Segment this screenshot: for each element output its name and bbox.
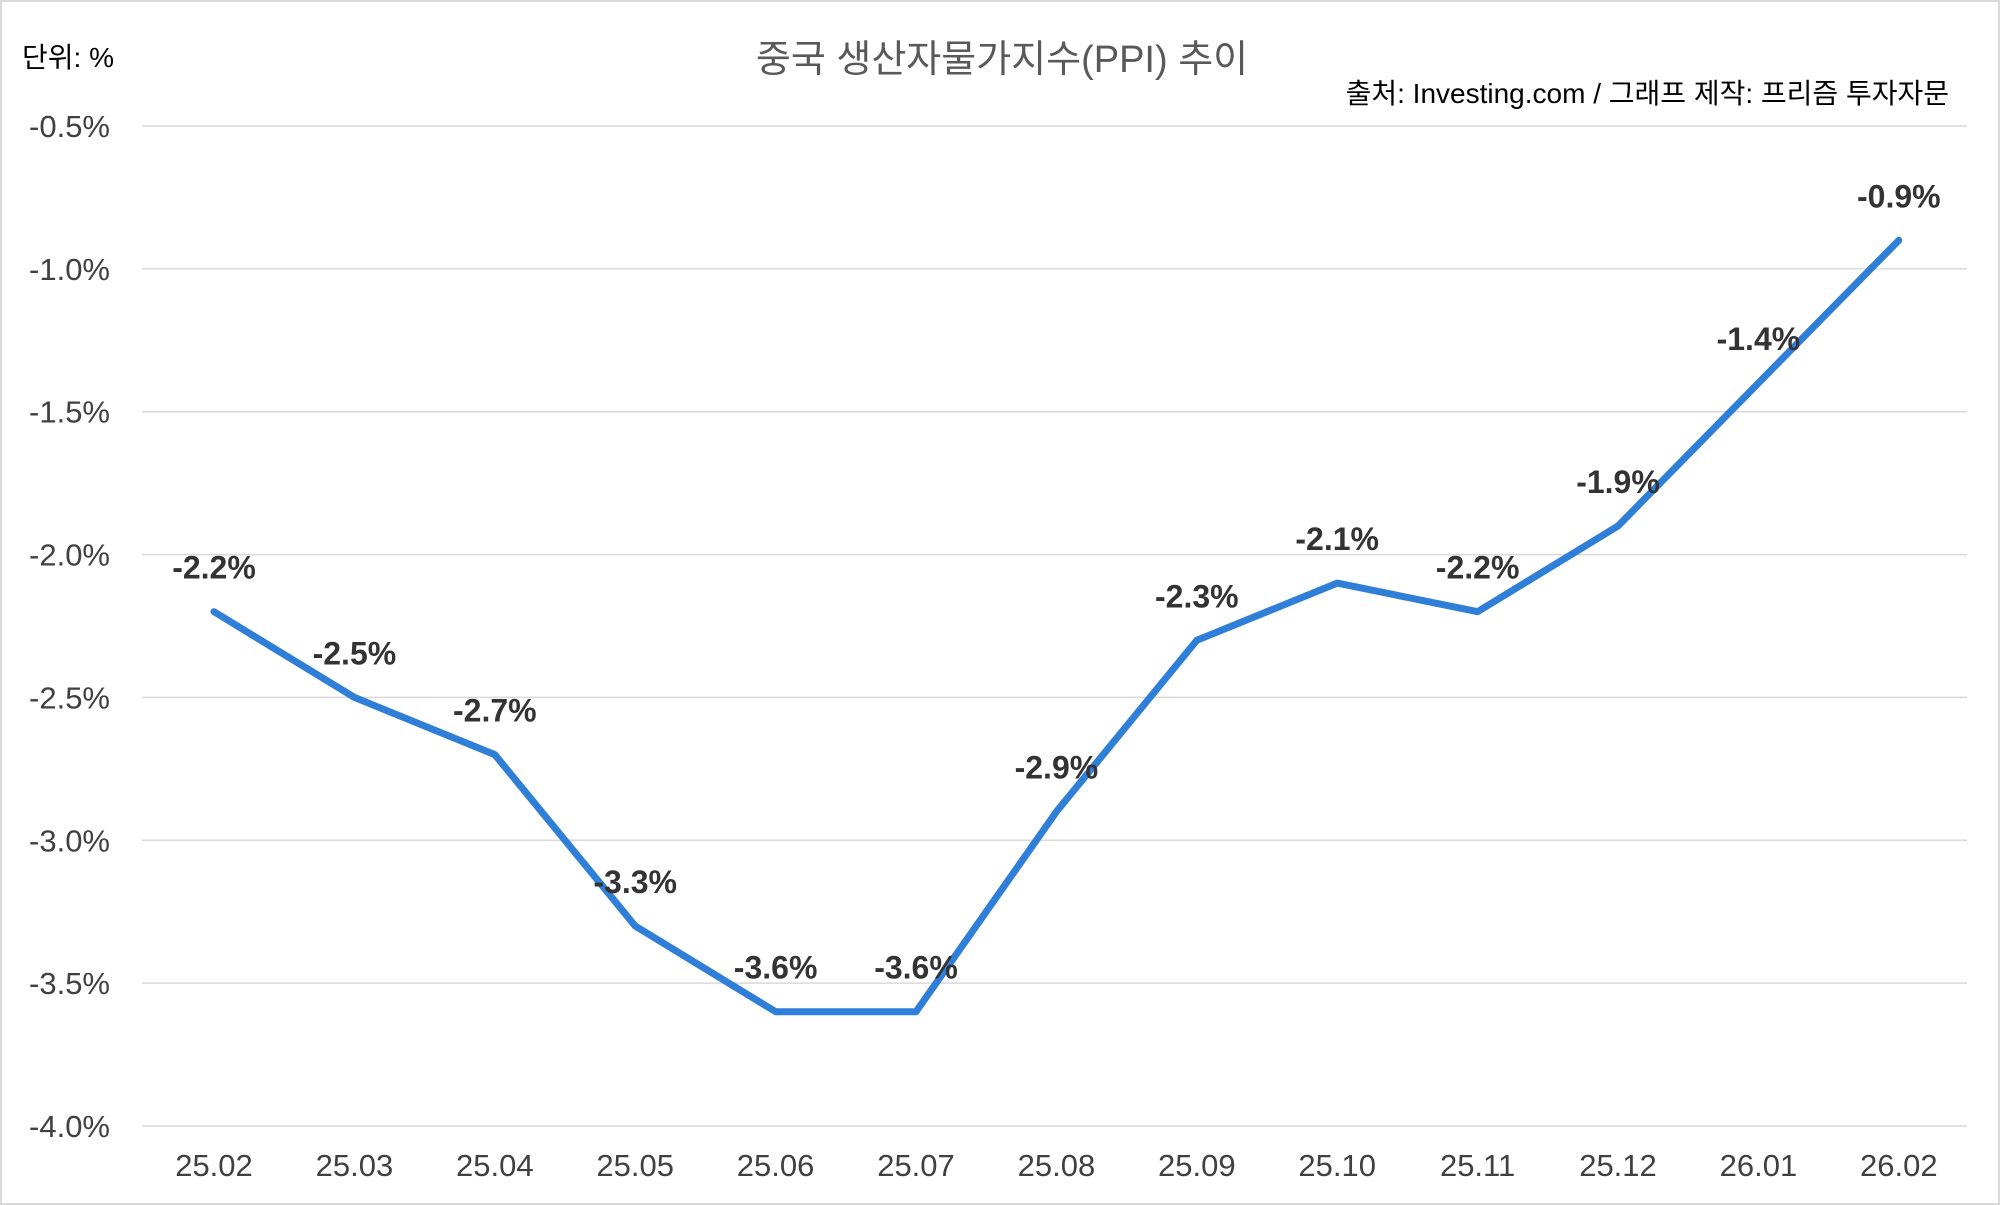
x-tick-label: 25.03 — [316, 1148, 394, 1183]
x-tick-label: 25.11 — [1440, 1148, 1515, 1183]
x-tick-label: 25.07 — [877, 1148, 955, 1183]
data-label: -2.1% — [1295, 521, 1379, 557]
y-tick-label: -2.0% — [29, 538, 110, 573]
y-tick-label: -1.0% — [29, 252, 110, 287]
x-tick-label: 25.04 — [456, 1148, 534, 1183]
y-axis-ticks: -0.5% -1.0% -1.5% -2.0% -2.5% -3.0% -3.5% -4.0% — [29, 109, 110, 1144]
data-label: -1.4% — [1717, 321, 1801, 357]
data-label: -2.3% — [1155, 578, 1239, 614]
data-label: -2.5% — [313, 635, 397, 671]
x-tick-label: 25.05 — [596, 1148, 674, 1183]
data-label: -2.2% — [172, 550, 256, 586]
chart-title: 중국 생산자물가지수(PPI) 추이 — [756, 39, 1248, 81]
data-label: -3.3% — [593, 864, 677, 900]
source-label: 출처: Investing.com / 그래프 제작: 프리즘 투자자문 — [1346, 78, 1949, 109]
x-tick-label: 25.09 — [1158, 1148, 1236, 1183]
y-tick-label: -4.0% — [29, 1109, 110, 1144]
y-tick-label: -1.5% — [29, 395, 110, 430]
data-label: -1.9% — [1576, 464, 1660, 500]
grid-layer — [142, 125, 1967, 1127]
series-layer — [210, 236, 1903, 1016]
unit-label: 단위: % — [22, 42, 114, 73]
y-tick-label: -3.0% — [29, 823, 110, 858]
data-label: -0.9% — [1857, 178, 1941, 214]
data-label: -2.7% — [453, 693, 537, 729]
y-tick-label: -2.5% — [29, 680, 110, 715]
x-tick-label: 25.08 — [1018, 1148, 1096, 1183]
x-tick-label: 25.10 — [1298, 1148, 1376, 1183]
data-label: -2.9% — [1015, 750, 1099, 786]
x-axis-ticks: 25.02 25.03 25.04 25.05 25.06 25.07 25.08 25.09… — [175, 1148, 1937, 1183]
x-tick-label: 25.02 — [175, 1148, 253, 1183]
data-label: -3.6% — [734, 950, 818, 986]
y-tick-label: -0.5% — [29, 109, 110, 144]
data-label: -2.2% — [1436, 550, 1520, 586]
ppi-series-line — [210, 236, 1903, 1016]
data-label: -3.6% — [874, 950, 958, 986]
x-tick-label: 25.12 — [1579, 1148, 1657, 1183]
data-label-layer: -2.2% -2.5% -2.7% -3.3% -3.6% -3.6% -2.9% -2.3%… — [172, 178, 1940, 985]
x-tick-label: 26.01 — [1720, 1148, 1798, 1183]
y-tick-label: -3.5% — [29, 966, 110, 1001]
x-tick-label: 25.06 — [737, 1148, 815, 1183]
x-tick-label: 26.02 — [1860, 1148, 1938, 1183]
